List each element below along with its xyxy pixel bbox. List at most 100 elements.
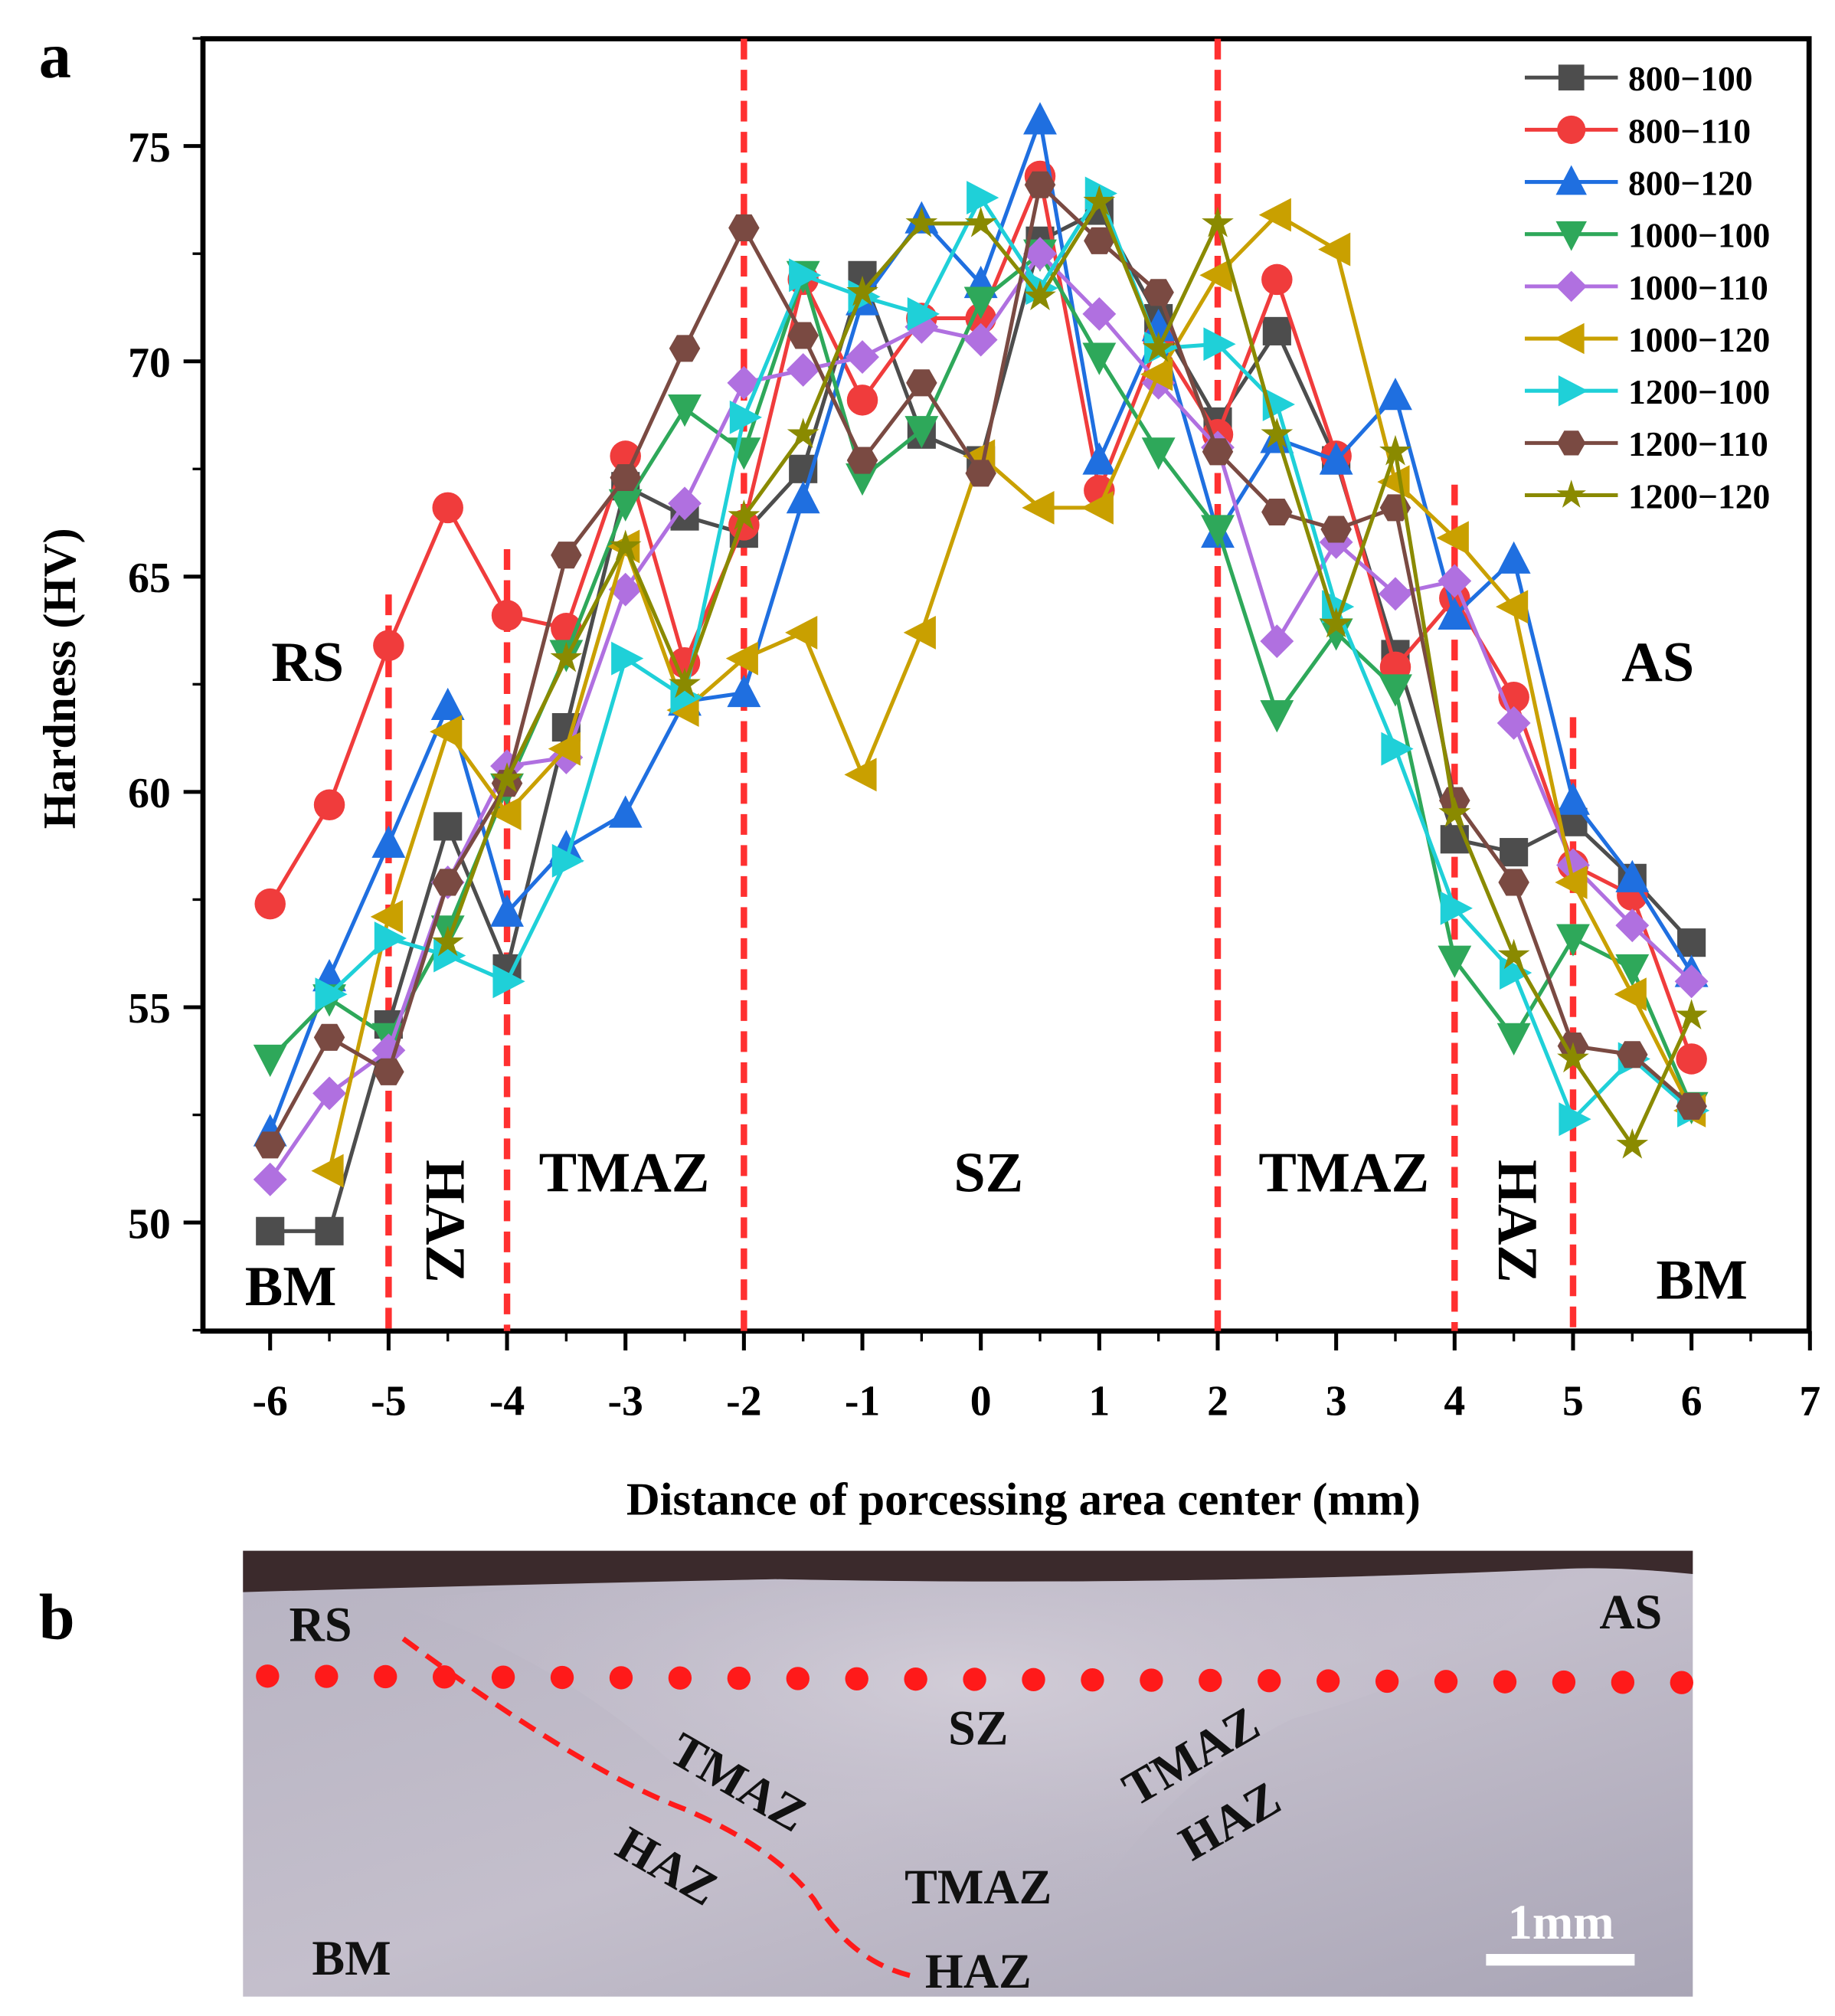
data-point-hexagon: [1676, 1092, 1707, 1120]
data-point-hexagon: [313, 1023, 345, 1051]
data-point-star: [964, 206, 997, 237]
data-point-diamond: [1379, 577, 1412, 611]
indentation-dot: [904, 1667, 927, 1691]
data-point-triangle-up: [371, 825, 406, 858]
indentation-dot: [315, 1664, 339, 1688]
indentation-dot: [1258, 1669, 1281, 1693]
legend-label: 1200−110: [1628, 424, 1768, 463]
data-point-triangle-up: [727, 674, 761, 708]
data-point-star: [491, 762, 523, 793]
x-tick-label: 7: [1799, 1377, 1820, 1425]
panel-label-b: b: [39, 1582, 75, 1653]
data-point-triangle-left: [1496, 590, 1529, 624]
legend-label: 1200−100: [1628, 372, 1770, 411]
data-point-hexagon: [1261, 498, 1293, 526]
y-tick-label: 75: [128, 124, 171, 172]
data-point-star: [1024, 280, 1056, 311]
data-point-diamond: [1615, 908, 1650, 943]
data-point-triangle-left: [1022, 490, 1055, 525]
data-point-hexagon: [1143, 279, 1174, 306]
data-point-diamond: [1023, 237, 1057, 271]
data-point-hexagon: [1084, 227, 1115, 254]
indentation-dot: [1552, 1670, 1576, 1694]
data-point-triangle-right: [729, 400, 762, 434]
indentation-dot: [963, 1667, 986, 1691]
data-point-diamond: [312, 1076, 346, 1111]
data-point-triangle-up: [1082, 442, 1117, 475]
data-point-triangle-down: [1141, 437, 1176, 470]
data-point-triangle-right: [1203, 327, 1236, 362]
data-point-hexagon: [669, 335, 701, 362]
indentation-dot: [786, 1667, 810, 1690]
data-point-square: [1558, 64, 1585, 91]
zone-label-as: AS: [1621, 631, 1694, 694]
data-point-triangle-down: [904, 416, 939, 449]
legend-item: 1000−100: [1524, 216, 1770, 255]
data-point-star: [1320, 607, 1353, 638]
legend-label: 800−100: [1628, 59, 1753, 98]
data-point-star: [905, 206, 938, 237]
data-point-triangle-down: [727, 437, 761, 470]
data-point-hexagon: [965, 460, 996, 487]
data-point-triangle-right: [315, 977, 348, 1012]
data-point-star: [1202, 206, 1234, 237]
data-point-star: [1497, 938, 1530, 970]
indentation-dot: [845, 1667, 868, 1690]
y-tick-label: 65: [128, 555, 171, 602]
x-axis-label: Distance of porcessing area center (mm): [626, 1474, 1421, 1525]
series-line: [268, 250, 1693, 1108]
data-point-triangle-down: [1379, 674, 1412, 707]
data-point-circle: [432, 492, 463, 524]
data-point-triangle-up: [1556, 782, 1590, 815]
data-point-diamond: [1082, 296, 1117, 331]
series-800−120: [253, 102, 1709, 1147]
data-point-triangle-left: [489, 797, 522, 830]
data-point-triangle-down: [1260, 700, 1294, 733]
data-point-triangle-down: [608, 489, 643, 522]
x-tick-label: 1: [1088, 1377, 1110, 1425]
indentation-dot: [727, 1666, 751, 1690]
data-point-hexagon: [373, 1058, 404, 1085]
legend: 800−100 800−110 800−120 1000−100 1000−110 100…: [1524, 59, 1770, 515]
data-point-circle: [373, 630, 404, 662]
data-point-triangle-down: [253, 1044, 287, 1078]
zone-label-haz-right: HAZ: [1486, 1160, 1549, 1283]
legend-item: 1000−110: [1524, 268, 1768, 307]
indentation-dot: [256, 1664, 280, 1688]
data-point-triangle-up: [1555, 165, 1587, 195]
x-tick-label: -5: [371, 1377, 406, 1425]
legend-label: 1000−110: [1628, 268, 1768, 307]
data-point-triangle-left: [725, 641, 758, 676]
data-point-diamond: [1496, 706, 1531, 740]
data-point-diamond: [786, 353, 820, 387]
data-point-star: [1083, 185, 1116, 216]
legend-item: 1200−110: [1524, 424, 1768, 463]
micrograph: RS AS SZ TMAZ HAZ TMAZ HAZ TMAZ HAZ BM 1…: [243, 1550, 1693, 1998]
micro-label-sz: SZ: [948, 1701, 1008, 1756]
data-point-hexagon: [846, 447, 878, 474]
data-point-triangle-right: [374, 921, 407, 955]
indentation-dot: [1670, 1671, 1693, 1694]
legend-label: 1000−100: [1628, 216, 1770, 255]
data-point-star: [1557, 1042, 1589, 1073]
x-tick-label: 2: [1207, 1377, 1228, 1425]
data-point-hexagon: [1617, 1041, 1648, 1069]
micro-label-as: AS: [1599, 1585, 1662, 1639]
data-point-hexagon: [254, 1131, 286, 1159]
data-point-triangle-up: [430, 687, 465, 721]
data-point-hexagon: [610, 463, 641, 492]
y-tick-label: 60: [128, 770, 171, 817]
indentation-dot: [374, 1664, 397, 1689]
y-tick-label: 70: [128, 339, 171, 387]
data-point-triangle-left: [1318, 232, 1351, 267]
data-point-hexagon: [1498, 869, 1529, 896]
data-point-hexagon: [551, 542, 582, 569]
zone-label-rs: RS: [271, 631, 344, 694]
data-point-star: [1616, 1127, 1649, 1159]
data-point-triangle-down: [1201, 515, 1235, 548]
data-point-triangle-right: [611, 641, 644, 676]
data-point-triangle-down: [1615, 954, 1650, 987]
data-point-triangle-left: [311, 1154, 344, 1188]
data-point-triangle-left: [903, 615, 936, 650]
